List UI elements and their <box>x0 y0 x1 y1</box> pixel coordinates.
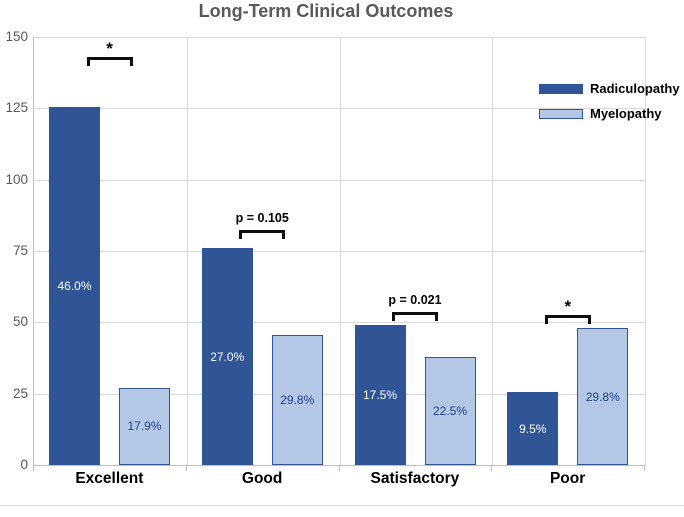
x-label-poor: Poor <box>549 470 586 487</box>
gridline-y-50 <box>34 322 645 324</box>
bar-label-myelopathy-poor: 29.8% <box>585 389 620 404</box>
myelopathy-swatch-icon <box>539 108 583 119</box>
gridline-y-150 <box>34 37 645 38</box>
bottom-border <box>0 505 684 506</box>
gridline-x-1 <box>187 37 188 465</box>
bar-myelopathy-excellent <box>119 387 170 465</box>
y-tick-50: 50 <box>12 314 28 330</box>
significance-label-poor: * <box>564 297 572 317</box>
legend-item-myelopathy: Myelopathy <box>539 101 680 126</box>
bar-myelopathy-good <box>271 335 323 465</box>
legend-label-myelopathy: Myelopathy <box>590 106 662 121</box>
y-tick-100: 100 <box>5 171 28 187</box>
significance-label-excellent: * <box>106 38 113 58</box>
bar-radiculopathy-excellent <box>49 106 100 465</box>
gridline-x-2 <box>340 37 341 465</box>
y-tick-0: 0 <box>20 457 28 472</box>
bar-label-radiculopathy-good: 27.0% <box>210 349 245 364</box>
bar-label-radiculopathy-poor: 9.5% <box>519 421 547 436</box>
x-tick-mark-0 <box>33 466 34 471</box>
gridline-y-100 <box>34 179 645 181</box>
gridline-x-3 <box>492 37 493 465</box>
y-tick-125: 125 <box>5 100 28 116</box>
bar-myelopathy-satisfactory <box>424 356 476 465</box>
bar-label-radiculopathy-satisfactory: 17.5% <box>362 388 398 403</box>
bar-myelopathy-poor <box>577 328 629 465</box>
bar-radiculopathy-good <box>201 248 253 465</box>
plot-area: Radiculopathy Myelopathy 46.0% 27.0% 17.5%… <box>33 37 680 466</box>
bar-radiculopathy-satisfactory <box>354 325 406 465</box>
x-label-satisfactory: Satisfactory <box>370 470 460 487</box>
significance-bracket-satisfactory <box>392 312 438 322</box>
bar-label-radiculopathy-excellent: 46.0% <box>57 278 92 293</box>
x-tick-mark-3 <box>491 466 492 471</box>
y-tick-150: 150 <box>5 29 28 44</box>
bar-label-myelopathy-satisfactory: 22.5% <box>432 403 468 418</box>
gridline-y-75 <box>34 251 645 252</box>
significance-bracket-poor <box>544 315 591 325</box>
gridline-y-25 <box>34 393 645 395</box>
gridline-y-125 <box>34 108 645 110</box>
x-label-excellent: Excellent <box>75 470 144 487</box>
bar-radiculopathy-poor <box>507 392 559 465</box>
bar-label-myelopathy-good: 29.8% <box>280 393 315 408</box>
significance-label-good: p = 0.105 <box>235 210 289 225</box>
legend-label-radiculopathy: Radiculopathy <box>590 81 680 96</box>
bar-label-myelopathy-excellent: 17.9% <box>127 419 162 434</box>
legend: Radiculopathy Myelopathy <box>539 76 680 126</box>
x-tick-mark-1 <box>186 466 187 471</box>
x-label-good: Good <box>241 470 283 487</box>
y-tick-75: 75 <box>12 243 28 258</box>
significance-bracket-excellent <box>86 56 133 66</box>
significance-bracket-good <box>239 229 286 239</box>
y-tick-25: 25 <box>12 385 28 401</box>
legend-item-radiculopathy: Radiculopathy <box>539 76 680 101</box>
significance-label-satisfactory: p = 0.021 <box>388 293 442 308</box>
chart-title: Long-Term Clinical Outcomes <box>198 1 454 21</box>
x-tick-mark-4 <box>644 466 645 471</box>
radiculopathy-swatch-icon <box>539 83 583 94</box>
x-tick-mark-2 <box>339 466 340 471</box>
